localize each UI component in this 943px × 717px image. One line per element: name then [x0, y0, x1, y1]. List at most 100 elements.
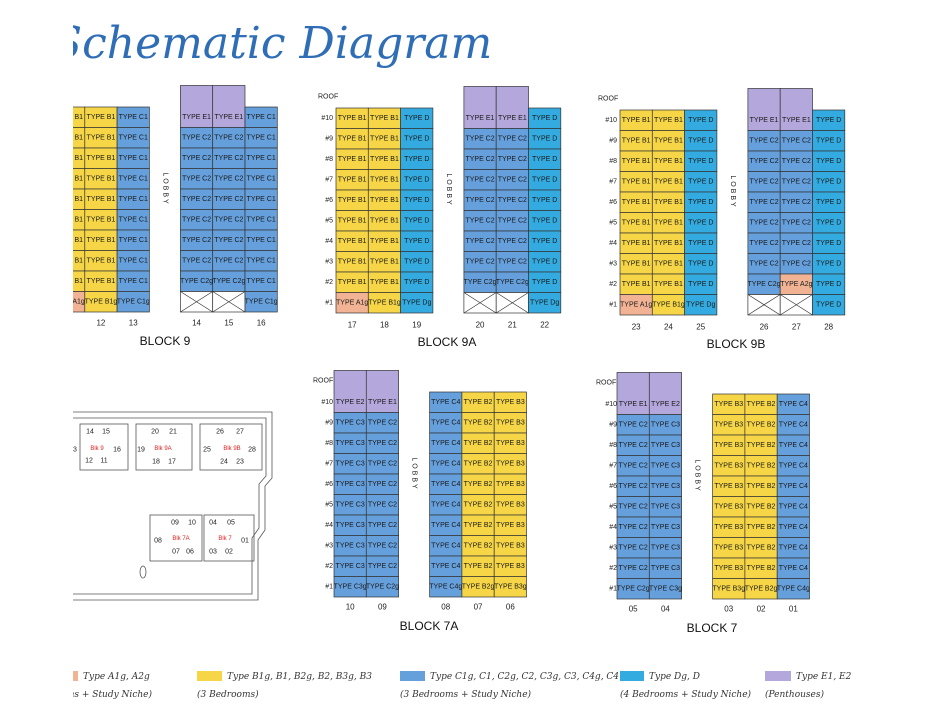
unit-cell — [212, 85, 246, 128]
unit-type: TYPE B2 — [747, 401, 776, 408]
unit-type: TYPE C2 — [182, 155, 211, 162]
empty-cross — [212, 291, 246, 313]
unit-type: TYPE C2 — [214, 237, 243, 244]
unit-type: TYPE C3 — [651, 503, 680, 510]
unit-type: TYPE B2 — [464, 563, 493, 570]
unit-cell — [333, 370, 367, 413]
unit-type: TYPE D — [404, 258, 429, 265]
stack-number: 26 — [760, 323, 769, 332]
unit-type: TYPE B1 — [87, 237, 116, 244]
unit-type: TYPE B3 — [714, 401, 743, 408]
site-unit-label: 27 — [236, 429, 244, 436]
unit-type: TYPE D — [404, 115, 429, 122]
unit-type: TYPE C1 — [119, 237, 148, 244]
legend-label: Type B1g, B1, B2g, B2, B3g, B3 — [227, 672, 372, 682]
unit-type: TYPE D — [688, 158, 713, 165]
stack-number: 06 — [506, 603, 515, 612]
floor-label: #7 — [609, 178, 617, 185]
unit-type: TYPE C1 — [247, 196, 276, 203]
unit-type: TYPE B1 — [338, 176, 367, 183]
unit-type: TYPE B1g — [368, 299, 401, 306]
unit-type: TYPE C2 — [498, 135, 527, 142]
stack-number: 08 — [441, 603, 450, 612]
site-block-label: Blk 9 — [90, 446, 104, 452]
unit-type: TYPE B2 — [464, 542, 493, 549]
unit-type: TYPE D — [816, 158, 841, 165]
unit-type: TYPE B1 — [654, 219, 683, 226]
unit-type: TYPE C3 — [336, 501, 365, 508]
stack-number: 04 — [661, 605, 670, 614]
unit-type: TYPE B1 — [87, 114, 116, 121]
unit-type: TYPE B2 — [747, 565, 776, 572]
unit-type: TYPE B1 — [654, 281, 683, 288]
unit-type: TYPE C2 — [368, 522, 397, 529]
unit-type: TYPE C2 — [182, 216, 211, 223]
unit-type: TYPE C4 — [779, 462, 808, 469]
unit-type: TYPE C1 — [247, 155, 276, 162]
floor-label: #3 — [609, 260, 617, 267]
unit-type: TYPE C4g — [777, 585, 810, 592]
unit-type: TYPE B1 — [370, 217, 399, 224]
unit-type: TYPE D — [816, 137, 841, 144]
unit-type: TYPE C2 — [749, 178, 778, 185]
floor-label: #7 — [325, 460, 333, 467]
site-unit-label: 25 — [203, 447, 211, 454]
unit-type: TYPE C1 — [119, 134, 148, 141]
stack-number: 18 — [380, 321, 389, 330]
unit-cell — [365, 370, 399, 413]
unit-type: TYPE C2 — [619, 462, 648, 469]
unit-type: TYPE B1 — [338, 156, 367, 163]
unit-type: TYPE D — [816, 117, 841, 124]
floor-label: #9 — [609, 421, 617, 428]
unit-type: TYPE B1 — [54, 114, 83, 121]
unit-type: TYPE C3 — [651, 483, 680, 490]
unit-type: TYPE C2 — [498, 176, 527, 183]
unit-type: TYPE C2 — [782, 178, 811, 185]
floor-label: #4 — [325, 238, 333, 245]
unit-type: TYPE C2 — [368, 501, 397, 508]
stack-number: 05 — [629, 605, 638, 614]
unit-type: TYPE C2 — [182, 196, 211, 203]
unit-type: TYPE C1 — [247, 216, 276, 223]
unit-type: TYPE C2 — [465, 176, 494, 183]
unit-type: TYPE D — [688, 117, 713, 124]
roof-label: ROOF — [596, 380, 616, 387]
stack-number: 24 — [664, 323, 673, 332]
unit-type: TYPE B1 — [87, 155, 116, 162]
floor-label: #6 — [609, 483, 617, 490]
unit-type: TYPE C2 — [214, 134, 243, 141]
unit-cell — [365, 576, 399, 598]
site-unit-label: 03 — [209, 549, 217, 556]
empty-cross — [180, 291, 213, 313]
floor-label: #1 — [609, 301, 617, 308]
unit-type: TYPE C2 — [214, 196, 243, 203]
stack-number: 25 — [696, 323, 705, 332]
unit-type: TYPE B3 — [714, 565, 743, 572]
unit-type: TYPE Dg — [686, 301, 715, 308]
unit-type: TYPE C2 — [782, 158, 811, 165]
unit-type: TYPE C2 — [749, 260, 778, 267]
stack-number: 01 — [789, 605, 798, 614]
unit-cell — [116, 291, 150, 313]
unit-type: TYPE D — [404, 238, 429, 245]
stack-number: 13 — [129, 319, 138, 328]
unit-type: TYPE C3 — [336, 563, 365, 570]
unit-type: TYPE C2 — [749, 158, 778, 165]
block-name: BLOCK 9 — [140, 334, 191, 348]
site-block-label: Blk 7 — [218, 536, 232, 542]
unit-type: TYPE D — [816, 178, 841, 185]
legend-label: Type Dg, D — [649, 672, 700, 682]
unit-type: TYPE C1 — [119, 175, 148, 182]
site-unit-label: 12 — [85, 458, 93, 465]
stack-number: 02 — [757, 605, 766, 614]
unit-type: TYPE C1 — [119, 196, 148, 203]
unit-cell — [495, 86, 529, 129]
floor-label: #6 — [325, 197, 333, 204]
unit-cell — [648, 372, 682, 415]
unit-type: TYPE E1 — [619, 401, 648, 408]
floor-label: #3 — [325, 258, 333, 265]
unit-type: TYPE C4g — [429, 583, 462, 590]
unit-type: TYPE C4 — [431, 501, 460, 508]
unit-type: TYPE E1 — [466, 115, 495, 122]
